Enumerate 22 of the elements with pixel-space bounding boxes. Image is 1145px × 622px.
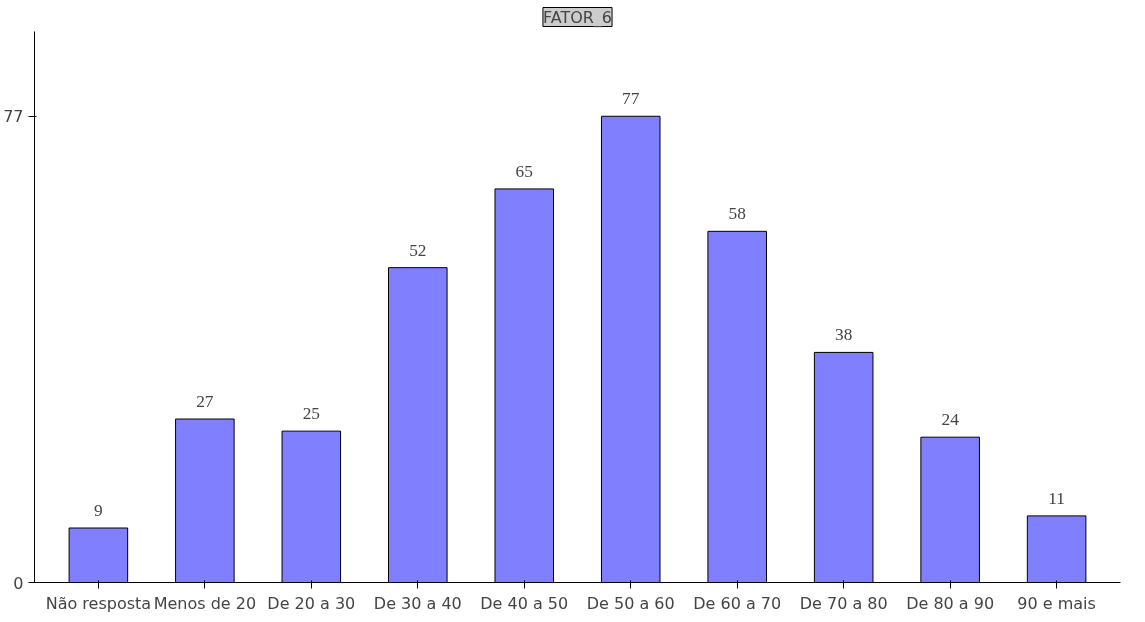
x-tick-label: Não resposta bbox=[45, 593, 152, 613]
data-label: 77 bbox=[622, 89, 640, 109]
data-label: 24 bbox=[941, 410, 960, 430]
x-tick-label: 90 e mais bbox=[1017, 593, 1096, 613]
y-tick-label: 0 bbox=[13, 573, 24, 593]
data-label: 9 bbox=[94, 501, 103, 521]
data-label: 58 bbox=[728, 204, 746, 224]
data-label: 52 bbox=[409, 240, 427, 260]
data-label: 25 bbox=[302, 404, 320, 424]
x-tick-label: De 60 a 70 bbox=[693, 593, 782, 613]
chart-title: FATOR_6 bbox=[542, 7, 613, 28]
data-label: 11 bbox=[1048, 488, 1065, 508]
x-tick-label: De 30 a 40 bbox=[373, 593, 462, 613]
x-tick-label: De 20 a 30 bbox=[267, 593, 356, 613]
x-tick-label: De 40 a 50 bbox=[480, 593, 569, 613]
x-tick-label: De 80 a 90 bbox=[906, 593, 995, 613]
data-label: 38 bbox=[835, 325, 853, 345]
data-label: 65 bbox=[515, 161, 533, 181]
data-label: 27 bbox=[196, 392, 214, 412]
x-tick-label: Menos de 20 bbox=[153, 593, 257, 613]
x-tick-label: De 50 a 60 bbox=[586, 593, 675, 613]
x-tick-label: De 70 a 80 bbox=[799, 593, 888, 613]
